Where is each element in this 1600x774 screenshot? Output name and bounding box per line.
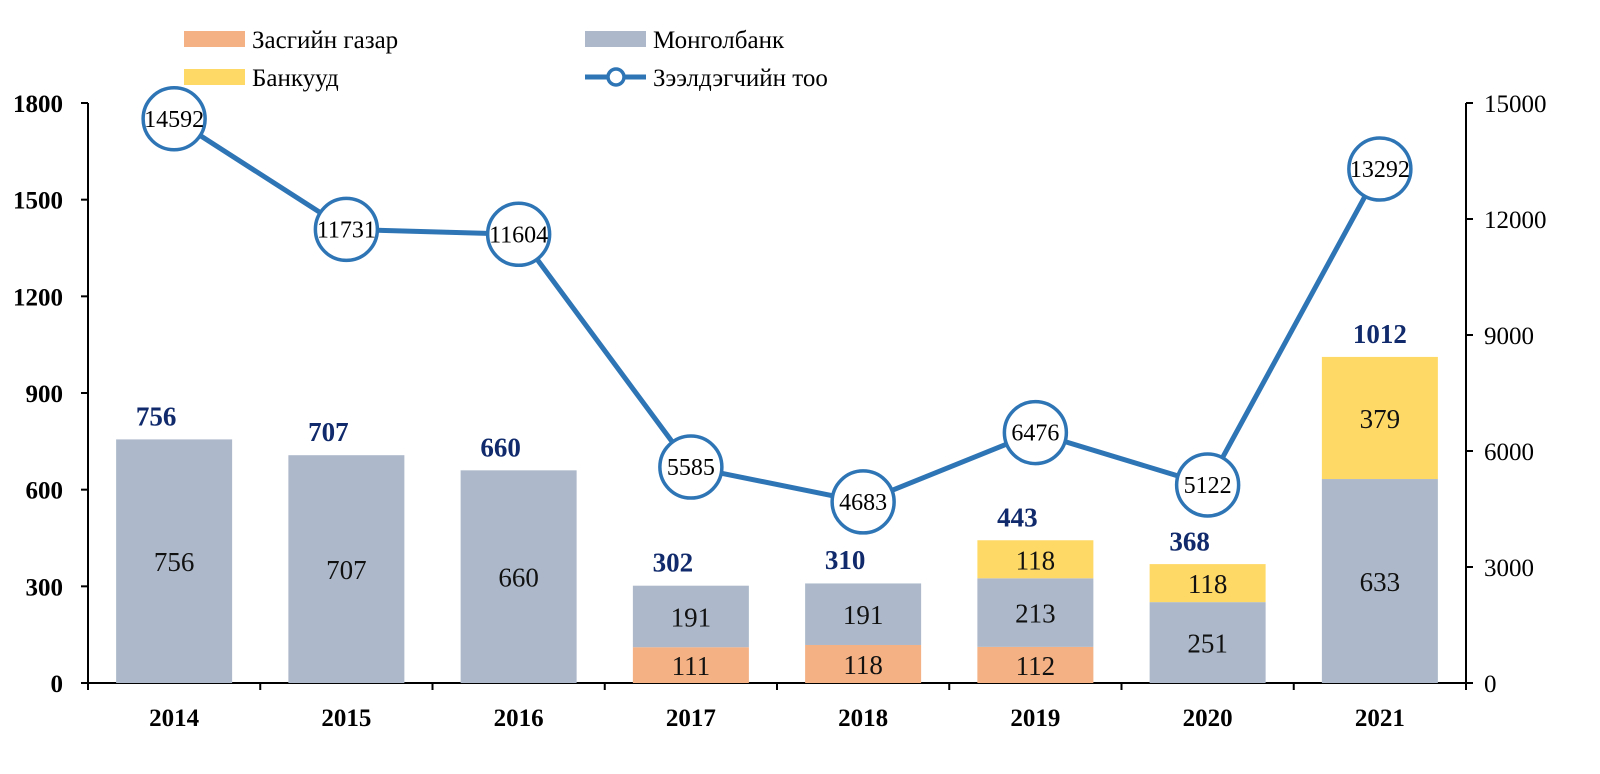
bar-total-label: 660 — [480, 432, 521, 462]
bar-segment-label: 191 — [843, 600, 884, 630]
line-point-label: 6476 — [1011, 421, 1059, 447]
bar-segment-label: 756 — [154, 547, 195, 577]
bar-segment-label: 112 — [1016, 651, 1056, 681]
line-point-label: 11731 — [317, 217, 376, 243]
x-axis-category-label: 2014 — [149, 705, 200, 732]
legend-label: Банкууд — [252, 65, 339, 92]
bar-total-label: 1012 — [1353, 319, 1407, 349]
right-axis-tick-label: 3000 — [1484, 555, 1534, 582]
left-axis-tick-label: 300 — [26, 574, 64, 601]
legend: Засгийн газар Монголбанк Банкууд Зээлдэгчий… — [184, 27, 828, 92]
bar-segment — [288, 455, 405, 683]
bar-segment — [1321, 479, 1438, 683]
bar-segment-label: 213 — [1015, 599, 1056, 629]
x-axis-category-label: 2019 — [1010, 705, 1060, 732]
left-axis-tick-label: 600 — [26, 478, 64, 505]
line-marker — [830, 469, 896, 535]
bar-total-label: 707 — [308, 417, 349, 447]
bar-total-label: 756 — [136, 401, 177, 431]
right-axis-tick-label: 6000 — [1484, 439, 1534, 466]
bar-segment — [1149, 602, 1266, 683]
legend-label: Монголбанк — [653, 27, 785, 54]
bars — [116, 356, 1438, 683]
legend-label: Засгийн газар — [252, 27, 398, 54]
line-marker — [141, 86, 207, 152]
line-marker — [485, 201, 552, 268]
bar-segment-label: 707 — [326, 555, 367, 585]
bar-segment-label: 379 — [1360, 404, 1401, 434]
bar-segment — [805, 644, 922, 683]
total-labels: 756 707 660 302 310 443 368 1012 — [136, 319, 1407, 578]
x-axis-category-label: 2017 — [666, 705, 716, 732]
left-axis-tick-label: 900 — [26, 381, 64, 408]
legend-swatch — [585, 31, 646, 47]
right-axis-tick-label: 15000 — [1484, 91, 1547, 118]
segment-labels: 756 707 660 111 191 118 191 112 213 118 251 118 633 3… — [154, 404, 1400, 681]
x-axis-category-label: 2021 — [1355, 705, 1405, 732]
line-point-label: 5122 — [1184, 473, 1232, 499]
bar-segment — [977, 646, 1094, 683]
bar-segment — [805, 583, 922, 645]
bar-segment — [977, 578, 1094, 647]
line-point-label: 5585 — [667, 455, 715, 481]
x-axis-category-label: 2015 — [321, 705, 371, 732]
left-axis-tick-label: 1200 — [13, 284, 63, 311]
bar-segment — [632, 585, 749, 648]
line-point-label: 11604 — [489, 222, 548, 248]
bar-segment-label: 118 — [1188, 569, 1228, 599]
line-marker — [313, 196, 380, 263]
left-axis-tick-label: 0 — [51, 671, 64, 698]
line-point-label: 13292 — [1350, 157, 1410, 183]
line-marker — [1347, 136, 1413, 202]
line-point-label: 14592 — [144, 107, 204, 133]
legend-marker-icon — [606, 67, 626, 87]
bar-segment-label: 251 — [1187, 629, 1228, 659]
right-axis-tick-label: 0 — [1484, 671, 1497, 698]
left-axis-tick-label: 1800 — [13, 91, 63, 118]
x-axis-category-label: 2020 — [1183, 705, 1233, 732]
bar-segment-label: 191 — [671, 602, 712, 632]
line-point-label: 4683 — [839, 490, 887, 516]
legend-label: Зээлдэгчийн тоо — [653, 65, 828, 92]
line-marker — [1002, 399, 1069, 466]
right-axis-tick-label: 9000 — [1484, 323, 1534, 350]
legend-swatch — [184, 31, 245, 47]
line-marker — [658, 434, 724, 500]
bar-segment-label: 111 — [672, 651, 711, 681]
bar-segment — [1321, 356, 1438, 480]
bar-segment — [977, 540, 1094, 579]
bar-segment-label: 633 — [1360, 567, 1401, 597]
bar-segment-label: 118 — [843, 650, 883, 680]
axes: 0 300 600 900 1200 1500 1800 0 3000 6000 9000 12000… — [13, 91, 1547, 732]
bar-segment — [460, 470, 577, 683]
bar-segment — [632, 647, 749, 683]
bar-segment-label: 118 — [1016, 545, 1056, 575]
left-axis-tick-label: 1500 — [13, 188, 63, 215]
x-axis-category-label: 2018 — [838, 705, 888, 732]
borrowers-line: 14592 11731 11604 5585 4683 6476 5122 13292 — [141, 86, 1413, 535]
bar-total-label: 443 — [997, 502, 1038, 532]
bar-total-label: 302 — [653, 548, 694, 578]
x-axis-category-label: 2016 — [494, 705, 544, 732]
bar-segment — [1149, 564, 1266, 603]
bar-segment — [116, 439, 233, 683]
legend-swatch — [184, 69, 245, 85]
bar-segment-label: 660 — [498, 563, 539, 593]
bar-total-label: 310 — [825, 545, 866, 575]
right-axis-tick-label: 12000 — [1484, 207, 1547, 234]
line-marker — [1174, 452, 1241, 518]
borrowers-line-path — [172, 116, 1383, 505]
bar-total-label: 368 — [1169, 526, 1210, 556]
